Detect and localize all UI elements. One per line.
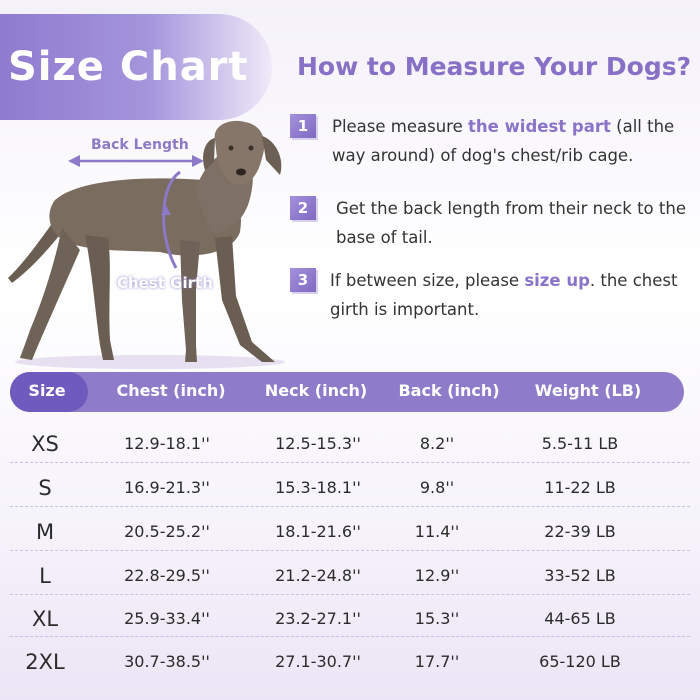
row-divider [10, 594, 690, 595]
size-chart-banner [0, 14, 272, 120]
step-text: Please measure the widest part (all the … [332, 117, 675, 165]
dog-measurement-illustration [8, 120, 285, 369]
table-cell-size: 2XL [25, 650, 65, 674]
table-cell-back: 9.8'' [419, 478, 455, 497]
table-cell-neck: 27.1-30.7'' [275, 652, 361, 671]
table-cell-back: 8.2'' [419, 434, 455, 453]
header-chest: Chest (inch) [116, 381, 226, 400]
back-length-label: Back Length [91, 137, 189, 153]
table-cell-size: L [39, 564, 51, 588]
step-number-badge: 2 [290, 196, 316, 220]
table-cell-weight: 22-39 LB [544, 522, 616, 541]
banner-title: Size Chart [8, 44, 249, 90]
step-text: Get the back length from their neck to t… [336, 199, 686, 247]
table-cell-size: XL [31, 607, 59, 631]
table-cell-weight: 5.5-11 LB [541, 434, 619, 453]
table-cell-chest: 22.8-29.5'' [124, 566, 210, 585]
row-divider [10, 506, 690, 507]
table-cell-neck: 18.1-21.6'' [275, 522, 361, 541]
header-size: Size [28, 381, 66, 400]
table-header-bar [10, 372, 684, 412]
table-cell-chest: 30.7-38.5'' [124, 652, 210, 671]
table-cell-weight: 11-22 LB [544, 478, 616, 497]
table-cell-neck: 12.5-15.3'' [275, 434, 361, 453]
header-weight: Weight (LB) [534, 381, 642, 400]
table-cell-weight: 33-52 LB [544, 566, 616, 585]
table-cell-size: XS [31, 432, 59, 456]
step-number-badge: 3 [290, 268, 316, 292]
table-cell-chest: 20.5-25.2'' [124, 522, 210, 541]
table-cell-neck: 15.3-18.1'' [275, 478, 361, 497]
table-cell-size: S [38, 476, 52, 500]
table-cell-neck: 21.2-24.8'' [275, 566, 361, 585]
row-divider [10, 462, 690, 463]
header-back: Back (inch) [398, 381, 500, 400]
table-cell-chest: 12.9-18.1'' [124, 434, 210, 453]
table-cell-back: 15.3'' [414, 609, 460, 628]
table-cell-weight: 65-120 LB [539, 652, 621, 671]
row-divider [10, 636, 690, 637]
table-cell-back: 11.4'' [414, 522, 460, 541]
table-cell-weight: 44-65 LB [544, 609, 616, 628]
table-cell-chest: 16.9-21.3'' [124, 478, 210, 497]
step-highlight: size up [524, 271, 590, 290]
size-header-pill [10, 372, 88, 412]
step-number-badge: 1 [290, 114, 316, 138]
table-cell-size: M [35, 520, 55, 544]
table-cell-back: 12.9'' [414, 566, 460, 585]
table-cell-neck: 23.2-27.1'' [275, 609, 361, 628]
step-highlight: the widest part [468, 117, 611, 136]
page-heading: How to Measure Your Dogs? [297, 52, 692, 81]
header-neck: Neck (inch) [264, 381, 368, 400]
row-divider [10, 550, 690, 551]
table-cell-back: 17.7'' [414, 652, 460, 671]
table-cell-chest: 25.9-33.4'' [124, 609, 210, 628]
step-text: If between size, please size up. the che… [330, 271, 678, 319]
chest-girth-label: Chest Girth [117, 274, 213, 292]
